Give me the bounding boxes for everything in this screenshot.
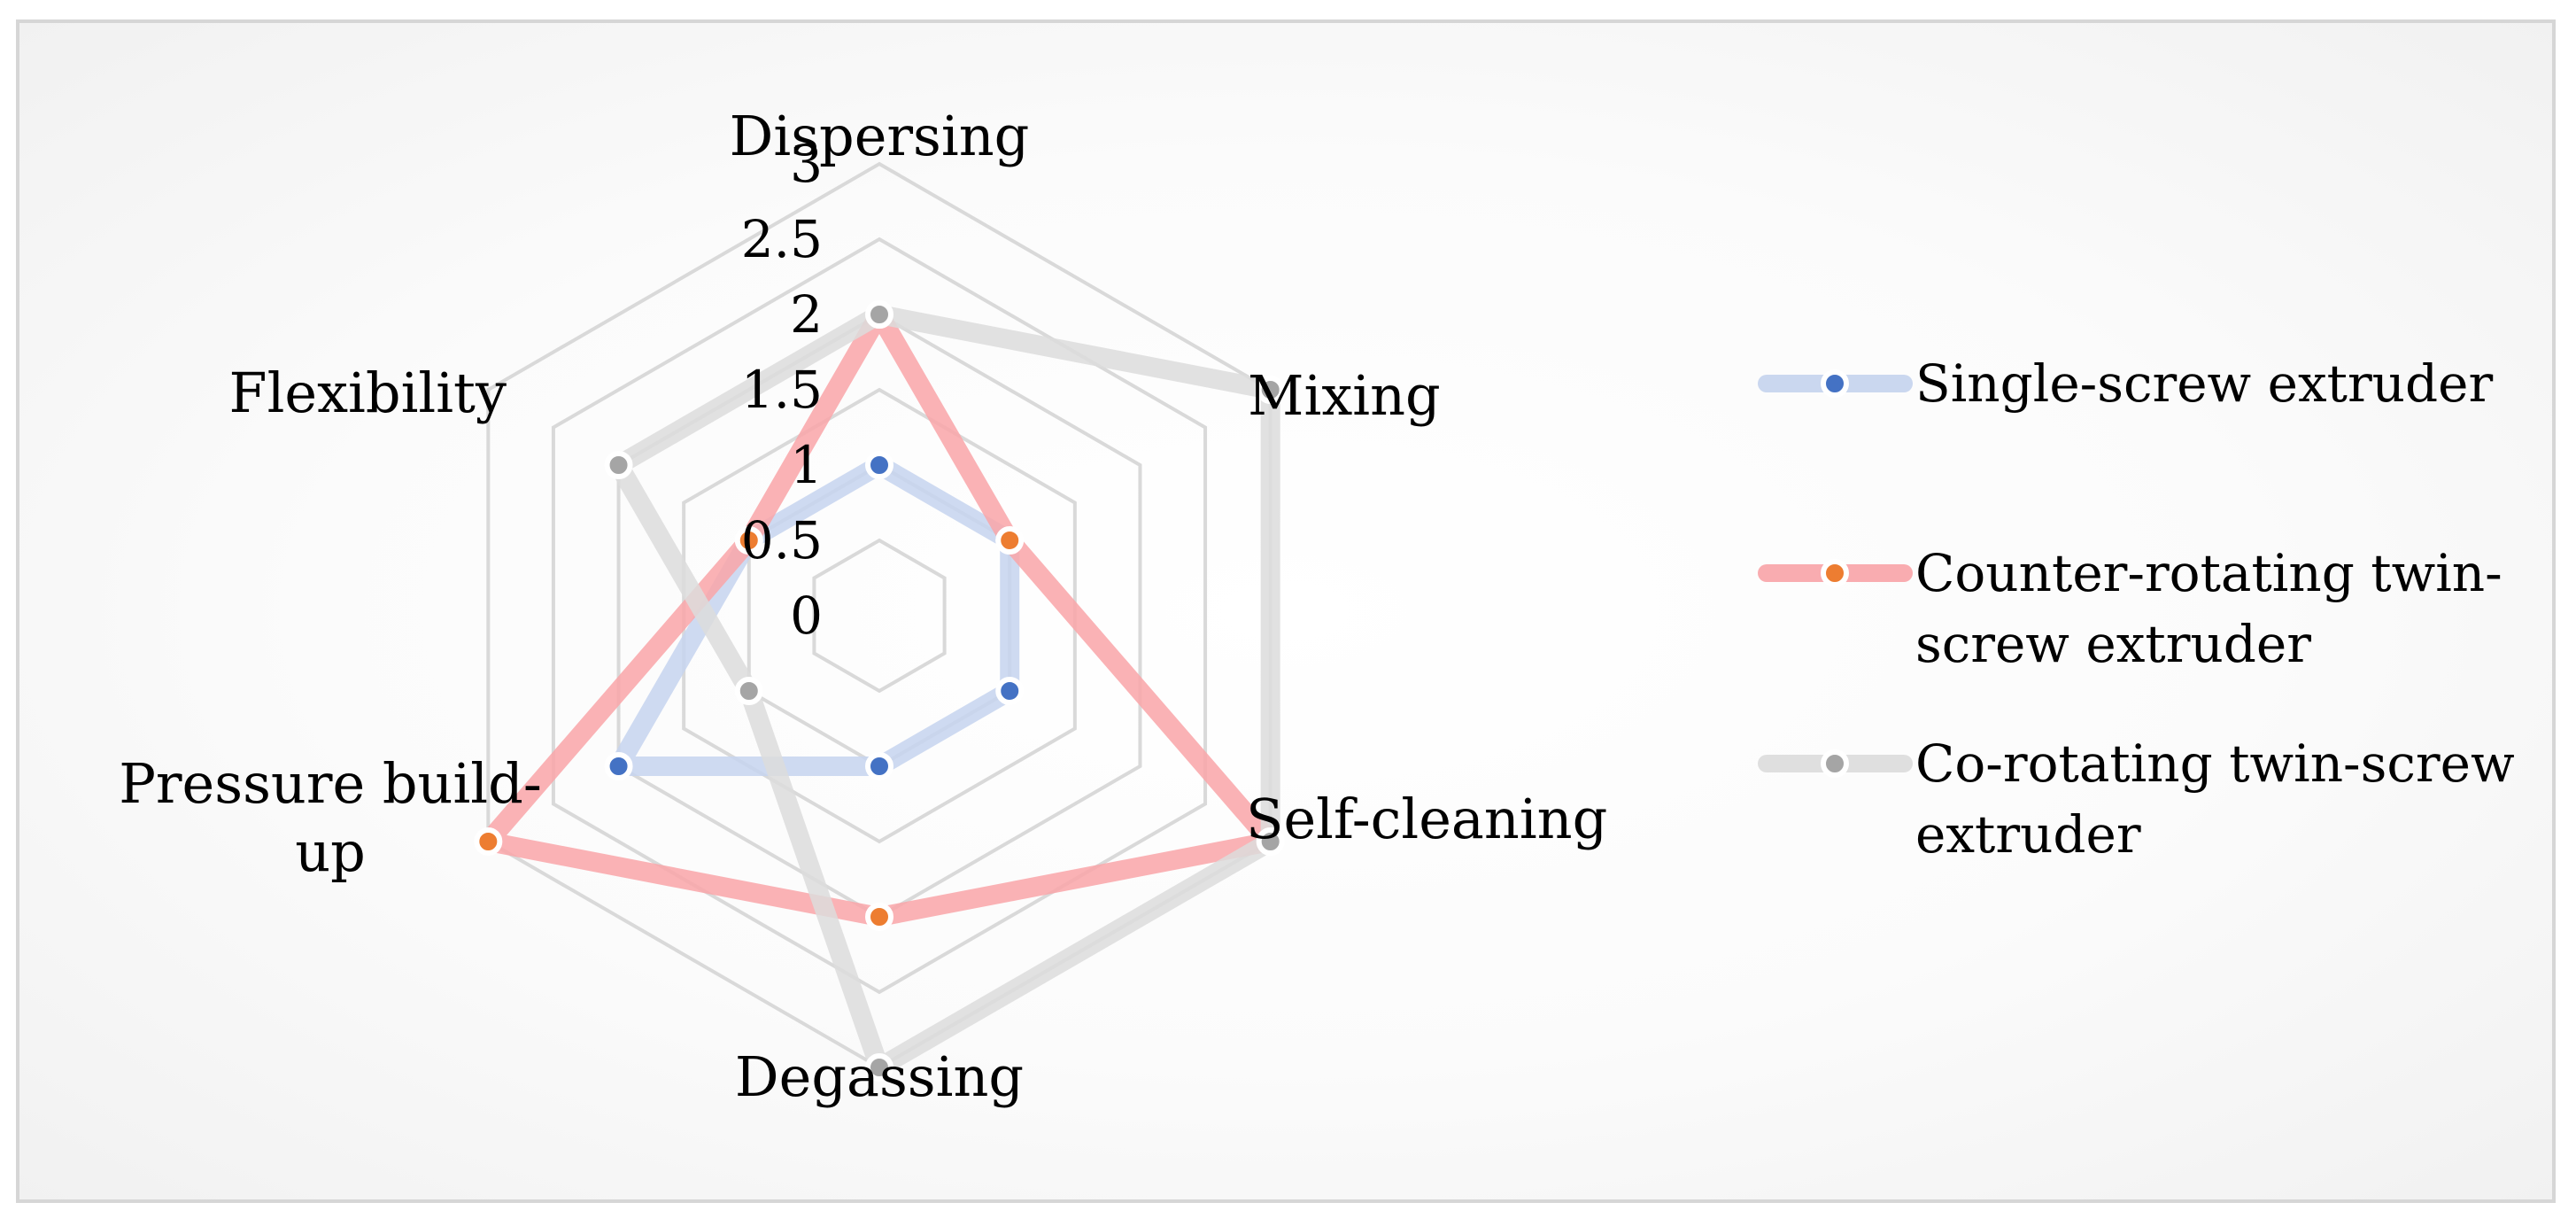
category-label: up [295, 819, 366, 884]
grid-ring-6 [486, 161, 1273, 1070]
legend-label: Co-rotating twin-screw [1915, 733, 2515, 794]
data-point [995, 526, 1025, 555]
tick-label: 0.5 [741, 510, 823, 570]
tick-label: 2 [790, 284, 823, 345]
grid-ring-3 [682, 387, 1077, 844]
data-point [995, 677, 1025, 705]
data-point [474, 827, 503, 856]
radar-grid [486, 161, 1273, 1070]
grid-ring-1 [812, 538, 947, 694]
radial-tick-labels: 0 0.5 1 1.5 2 2.5 3 [741, 134, 823, 646]
data-point [734, 526, 763, 555]
category-label: Self-cleaning [1246, 787, 1607, 851]
legend-label: Single-screw extruder [1915, 353, 2493, 414]
series-line [478, 305, 1280, 927]
legend-marker [1821, 369, 1849, 398]
legend-marker [1821, 559, 1849, 587]
grid-ring-5 [551, 237, 1208, 995]
chart-frame [16, 19, 2556, 1203]
category-label: Mixing [1248, 363, 1441, 428]
data-point [604, 752, 633, 780]
data-point [1256, 827, 1285, 856]
category-label: Degassing [735, 1044, 1024, 1109]
series-3 [604, 300, 1285, 1082]
legend-label: screw extruder [1915, 614, 2311, 674]
series-2 [474, 300, 1285, 931]
tick-label: 1 [790, 435, 823, 495]
data-point [865, 300, 893, 329]
legend-item-3: Co-rotating twin-screw extruder [1758, 733, 2515, 865]
data-point [865, 752, 893, 780]
tick-label: 2.5 [741, 209, 823, 269]
tick-label: 3 [790, 134, 823, 194]
category-label: Pressure build- [119, 751, 542, 816]
tick-label: 0 [790, 586, 823, 646]
data-point [734, 677, 763, 705]
category-labels: Dispersing Mixing Self-cleaning Degassing Pr… [119, 104, 1607, 1109]
category-label: Flexibility [229, 361, 507, 425]
data-point [865, 903, 893, 931]
category-label: Dispersing [730, 104, 1030, 168]
legend-label: Counter-rotating twin- [1915, 543, 2503, 603]
data-point [865, 451, 893, 479]
data-point [865, 1053, 893, 1082]
legend-label: extruder [1915, 804, 2141, 865]
data-point [1256, 376, 1285, 404]
legend-marker [1821, 749, 1849, 778]
legend: Single-screw extruder Counter-rotating tw… [1758, 353, 2515, 865]
radar-series [474, 300, 1285, 1082]
legend-item-1: Single-screw extruder [1758, 353, 2493, 414]
tick-label: 1.5 [741, 360, 823, 420]
legend-item-2: Counter-rotating twin-screw extruder [1758, 543, 2503, 674]
data-point [604, 451, 633, 479]
